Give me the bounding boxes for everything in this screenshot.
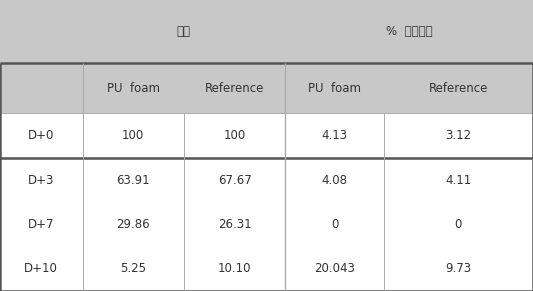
Bar [83, 158, 184, 202]
Bar [384, 113, 533, 158]
Text: Reference: Reference [205, 81, 264, 95]
Text: 100: 100 [223, 129, 246, 142]
Bar [0, 246, 83, 291]
Bar [83, 202, 184, 246]
Text: 3.12: 3.12 [445, 129, 472, 142]
Bar [184, 113, 285, 158]
Bar [384, 246, 533, 291]
Text: 26.31: 26.31 [217, 218, 252, 231]
Bar [285, 0, 533, 63]
Bar [83, 246, 184, 291]
Bar [83, 63, 184, 113]
Bar [83, 113, 184, 158]
Text: D+3: D+3 [28, 173, 54, 187]
Bar [184, 158, 285, 202]
Bar [0, 158, 83, 202]
Text: D+0: D+0 [28, 129, 54, 142]
Bar [184, 246, 285, 291]
Text: 9.73: 9.73 [445, 262, 472, 275]
Text: 67.67: 67.67 [217, 173, 252, 187]
Text: Reference: Reference [429, 81, 488, 95]
Bar [384, 202, 533, 246]
Text: PU  foam: PU foam [107, 81, 160, 95]
Text: 4.13: 4.13 [321, 129, 348, 142]
Text: 0: 0 [331, 218, 338, 231]
Bar [285, 202, 384, 246]
Text: PU  foam: PU foam [308, 81, 361, 95]
Text: 4.08: 4.08 [321, 173, 348, 187]
Bar [83, 0, 285, 63]
Bar [0, 0, 83, 63]
Text: %  표준오차: % 표준오차 [386, 25, 432, 38]
Text: 29.86: 29.86 [116, 218, 150, 231]
Text: 평균: 평균 [177, 25, 191, 38]
Bar [384, 63, 533, 113]
Text: D+7: D+7 [28, 218, 54, 231]
Bar [0, 63, 83, 113]
Bar [285, 246, 384, 291]
Bar [384, 158, 533, 202]
Bar [285, 63, 384, 113]
Bar [0, 202, 83, 246]
Bar [285, 113, 384, 158]
Bar [184, 63, 285, 113]
Text: D+10: D+10 [25, 262, 58, 275]
Text: 63.91: 63.91 [116, 173, 150, 187]
Text: 4.11: 4.11 [445, 173, 472, 187]
Text: 100: 100 [122, 129, 144, 142]
Text: 5.25: 5.25 [120, 262, 146, 275]
Bar [0, 113, 83, 158]
Bar [184, 202, 285, 246]
Text: 0: 0 [455, 218, 462, 231]
Bar [285, 158, 384, 202]
Text: 20.043: 20.043 [314, 262, 355, 275]
Text: 10.10: 10.10 [218, 262, 251, 275]
